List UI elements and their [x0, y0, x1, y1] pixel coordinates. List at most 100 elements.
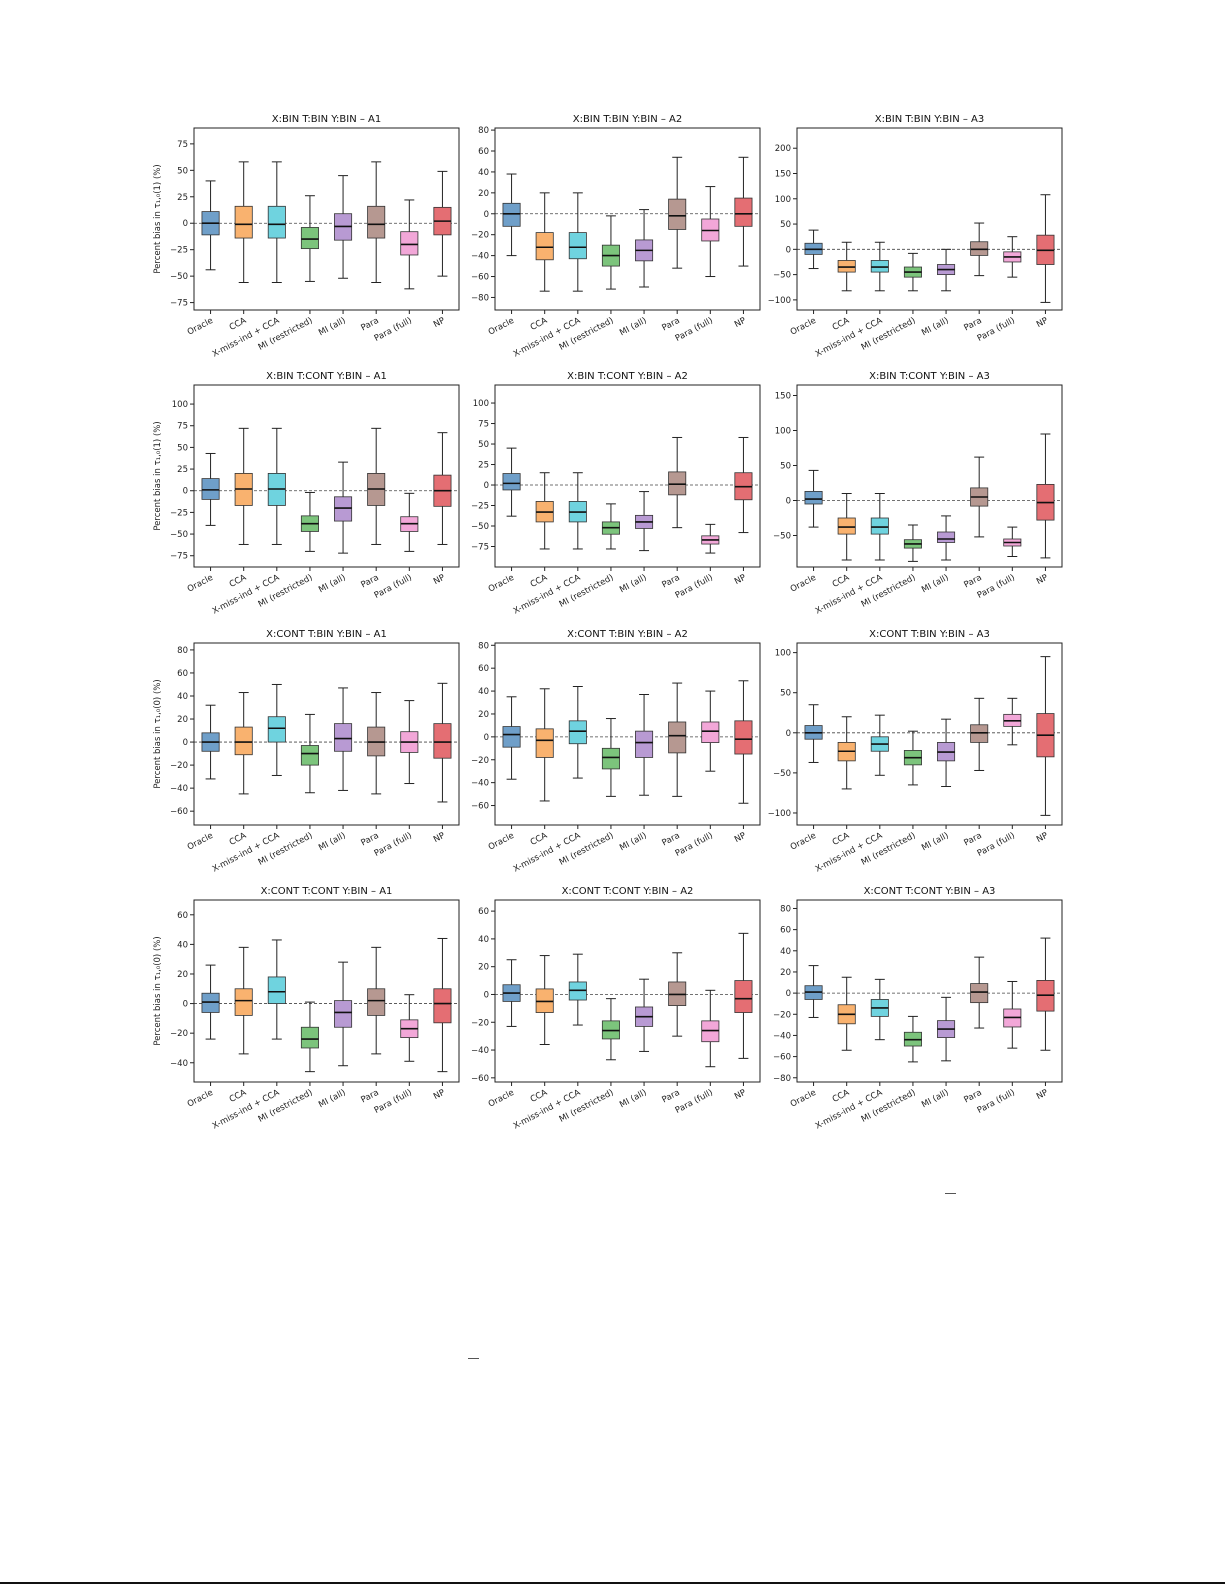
box-para [367, 161, 386, 283]
box-np [1036, 433, 1055, 559]
x-tick-label: MI (all) [618, 573, 648, 595]
iqr-box [635, 730, 654, 758]
box-cca [535, 192, 554, 292]
iqr-box [668, 721, 687, 754]
iqr-box [870, 517, 889, 535]
x-tick-label: Oracle [487, 316, 516, 338]
iqr-box [970, 724, 989, 743]
y-tick-label: 0 [484, 733, 489, 743]
y-axis-label: Percent bias in τ₁,₀(0) (%) [153, 936, 163, 1045]
y-tick-label: −40 [471, 1046, 489, 1056]
panel-title: X:CONT T:CONT Y:BIN – A3 [864, 886, 996, 897]
iqr-box [701, 721, 720, 743]
y-tick-label: −60 [773, 1053, 791, 1063]
x-tick-label: Oracle [186, 1088, 215, 1110]
iqr-box [234, 205, 253, 239]
x-tick-label: Para (full) [674, 316, 715, 344]
y-tick-label: 20 [177, 715, 188, 725]
box-cca [535, 688, 554, 802]
x-tick-label: Para [962, 1088, 983, 1106]
y-tick-label: 75 [177, 422, 188, 432]
y-tick-label: 0 [786, 497, 791, 507]
y-tick-label: −60 [471, 1074, 489, 1084]
y-tick-label: −40 [170, 784, 188, 794]
box-para [668, 436, 687, 529]
box-np [433, 682, 452, 803]
plot-frame [796, 642, 1063, 826]
box-np [734, 156, 753, 267]
box-x-miss-ind-cca [568, 685, 587, 779]
box-np [734, 436, 753, 534]
x-tick-label: MI (all) [317, 316, 347, 338]
iqr-box [734, 720, 753, 755]
iqr-box [201, 478, 220, 500]
y-tick-label: 0 [183, 1000, 188, 1010]
x-tick-label: Para [660, 573, 681, 591]
x-tick-label: MI (all) [920, 316, 950, 338]
panel-title: X:CONT T:CONT Y:BIN – A2 [562, 886, 694, 897]
box-cca [234, 946, 253, 1055]
y-tick-label: 80 [780, 904, 791, 914]
iqr-box [568, 232, 587, 260]
y-tick-label: 100 [473, 399, 489, 409]
box-cca [234, 692, 253, 795]
x-tick-label: CCA [529, 573, 549, 590]
x-tick-label: Para (full) [373, 831, 414, 859]
box-para [970, 697, 989, 771]
iqr-box [970, 983, 989, 1004]
iqr-box [334, 1000, 353, 1028]
y-tick-label: 60 [177, 669, 188, 679]
box-mi-restricted- [601, 503, 620, 550]
iqr-box [400, 231, 419, 256]
y-tick-label: −50 [471, 522, 489, 532]
x-tick-label: Para [359, 316, 380, 334]
box-para-full- [1003, 526, 1022, 557]
panel-title: X:BIN T:CONT Y:BIN – A3 [869, 371, 990, 382]
y-tick-label: 150 [775, 170, 791, 180]
x-tick-label: Oracle [789, 573, 818, 595]
plot-frame [796, 899, 1063, 1083]
y-tick-label: 80 [478, 641, 489, 651]
y-tick-label: −60 [170, 807, 188, 817]
box-oracle [502, 173, 521, 257]
x-tick-label: CCA [831, 831, 851, 848]
y-tick-label: 40 [478, 168, 489, 178]
x-tick-label: NP [733, 316, 748, 330]
x-tick-label: Para [962, 831, 983, 849]
y-tick-label: 150 [775, 392, 791, 402]
x-tick-label: Oracle [789, 831, 818, 853]
y-tick-label: 100 [172, 400, 188, 410]
box-oracle [201, 704, 220, 780]
panel-title: X:CONT T:CONT Y:BIN – A1 [261, 886, 393, 897]
panel-title: X:BIN T:CONT Y:BIN – A1 [266, 371, 387, 382]
y-tick-label: −75 [471, 543, 489, 553]
y-tick-label: 40 [478, 935, 489, 945]
x-tick-label: Oracle [186, 316, 215, 338]
y-tick-label: 40 [177, 692, 188, 702]
box-np [433, 432, 452, 545]
box-oracle [201, 964, 220, 1040]
y-tick-label: 75 [177, 140, 188, 150]
y-tick-label: 20 [478, 963, 489, 973]
box-cca [837, 976, 856, 1051]
box-cca [234, 427, 253, 545]
y-tick-label: −40 [471, 779, 489, 789]
box-oracle [804, 965, 823, 1018]
box-mi-restricted- [601, 998, 620, 1061]
plot-frame [193, 384, 460, 568]
box-mi-restricted- [300, 1001, 319, 1073]
y-tick-label: 100 [775, 195, 791, 205]
iqr-box [601, 747, 620, 770]
box-np [734, 932, 753, 1059]
iqr-box [300, 1026, 319, 1049]
y-tick-label: 20 [780, 968, 791, 978]
box-np [1036, 656, 1055, 816]
y-tick-label: −75 [170, 299, 188, 309]
box-para [668, 682, 687, 797]
box-oracle [804, 229, 823, 270]
box-x-miss-ind-cca [870, 714, 889, 776]
box-oracle [502, 959, 521, 1027]
x-tick-label: Para (full) [976, 573, 1017, 601]
iqr-box [837, 517, 856, 535]
y-tick-label: −100 [768, 809, 791, 819]
